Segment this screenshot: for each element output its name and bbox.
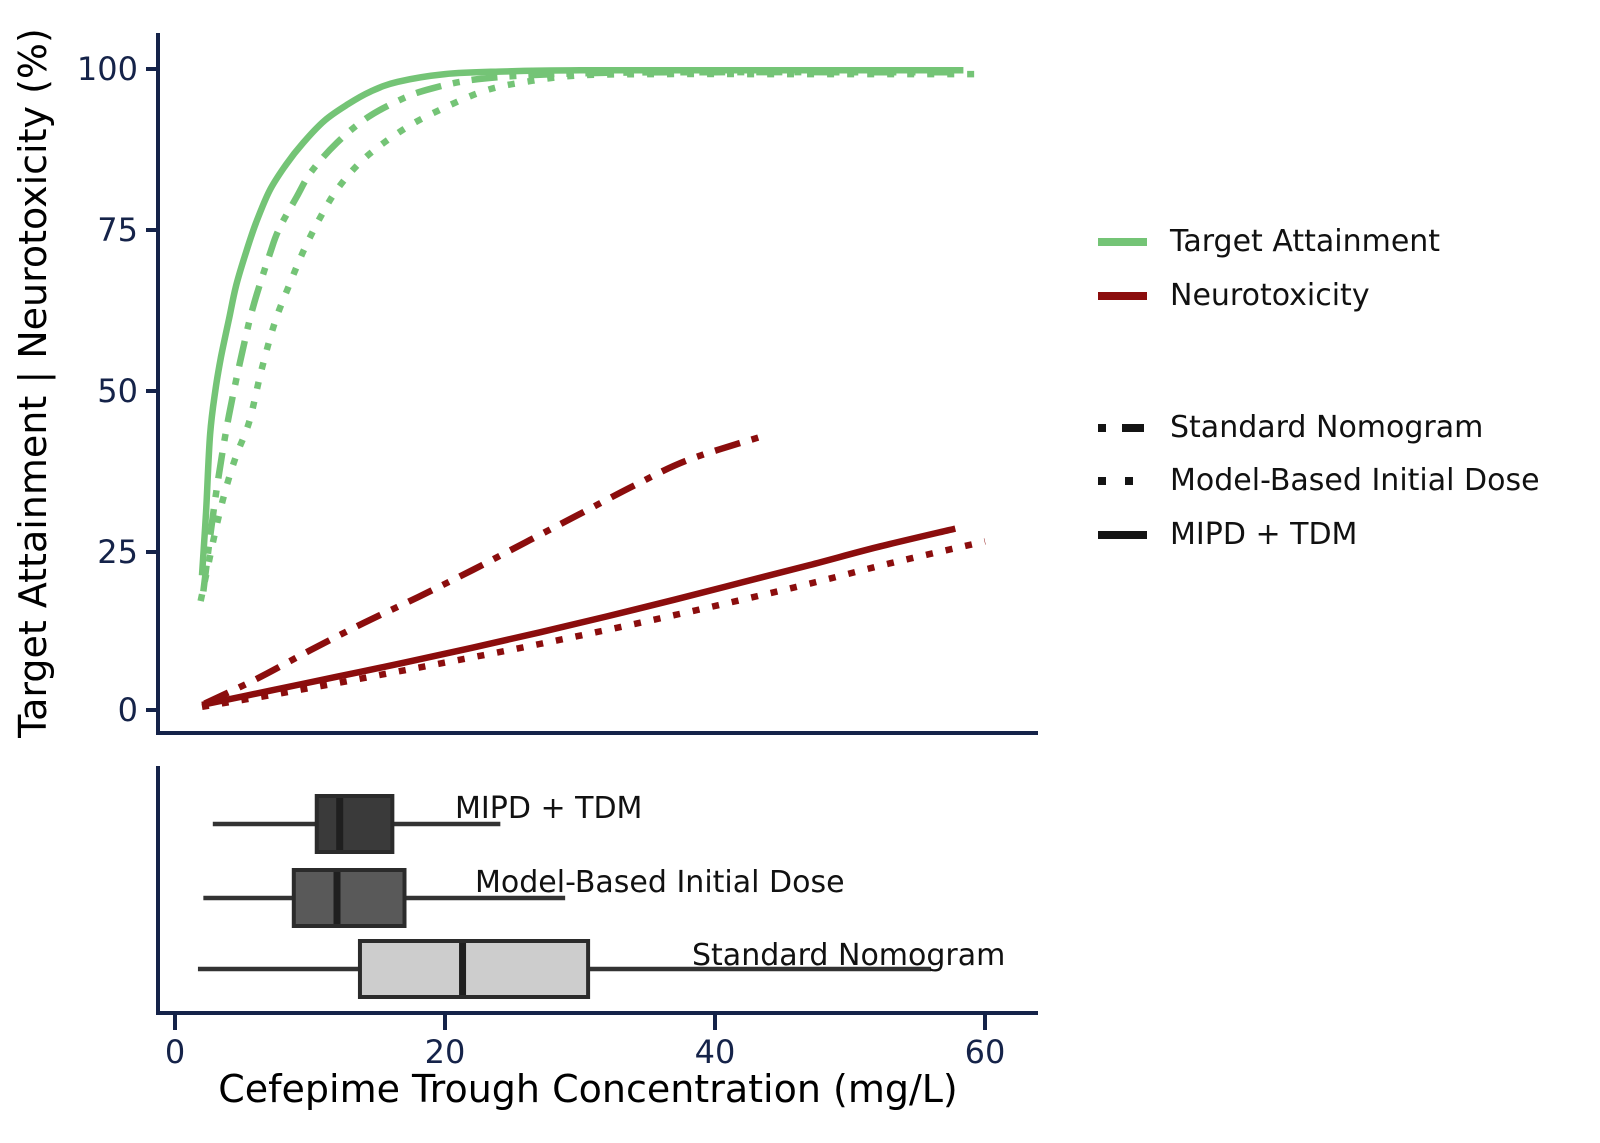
legend-label: Standard Nomogram xyxy=(1170,410,1484,445)
curve-neurotoxicity-standard-nomogram xyxy=(203,433,764,707)
legend-item-neurotoxicity: Neurotoxicity xyxy=(1089,276,1370,316)
iqr-box xyxy=(291,868,407,928)
bottom-panel: 0 20 40 60 MIPD + TDM Model-Based Initia… xyxy=(156,766,1038,1071)
curve-neurotoxicity-mipd-tdm xyxy=(201,525,957,709)
iqr-box xyxy=(357,939,591,999)
dotted-line-icon xyxy=(1098,477,1147,485)
legend-item-model-based-initial-dose: Model-Based Initial Dose xyxy=(1089,461,1540,501)
iqr-box xyxy=(314,794,395,854)
top-panel: 100 75 50 25 0 xyxy=(77,33,1038,735)
x-tick-label-0: 0 xyxy=(165,1033,185,1071)
boxplot-model-based-initial-dose xyxy=(203,868,566,928)
legend-label: Target Attainment xyxy=(1170,224,1441,259)
y-axis-title: Target Attainment | Neurotoxicity (%) xyxy=(11,28,56,739)
y-tick-label-50: 50 xyxy=(97,372,138,410)
box-annotation-standard: Standard Nomogram xyxy=(692,938,1005,973)
boxplot-standard-nomogram xyxy=(197,939,931,999)
solid-line-icon xyxy=(1098,531,1147,539)
target-attainment-line-icon xyxy=(1098,238,1147,246)
dashdot-line-icon xyxy=(1098,424,1147,432)
legend-item-mipd-tdm: MIPD + TDM xyxy=(1089,515,1357,555)
curves-group xyxy=(197,66,986,711)
legend-item-target-attainment: Target Attainment xyxy=(1089,222,1440,262)
y-tick-label-75: 75 xyxy=(97,211,138,249)
boxplots-group xyxy=(197,794,931,999)
curve-target-attainment-model-based-initial-dose xyxy=(197,70,985,602)
legend-label: Neurotoxicity xyxy=(1170,278,1370,313)
x-tick-label-40: 40 xyxy=(695,1033,736,1071)
box-annotation-mipd-tdm: MIPD + TDM xyxy=(455,791,642,826)
boxplot-mipd-tdm xyxy=(212,794,501,854)
neurotoxicity-line-icon xyxy=(1098,292,1147,300)
legend-label: Model-Based Initial Dose xyxy=(1170,463,1540,498)
curve-target-attainment-mipd-tdm xyxy=(198,66,964,576)
box-annotation-model-based: Model-Based Initial Dose xyxy=(475,865,845,900)
x-tick-label-60: 60 xyxy=(965,1033,1006,1071)
legend-label: MIPD + TDM xyxy=(1170,517,1358,552)
legend-item-standard-nomogram: Standard Nomogram xyxy=(1089,408,1483,448)
y-tick-label-0: 0 xyxy=(118,691,138,729)
x-tick-label-20: 20 xyxy=(425,1033,466,1071)
curve-neurotoxicity-model-based-initial-dose xyxy=(201,538,986,711)
x-axis-title: Cefepime Trough Concentration (mg/L) xyxy=(218,1067,958,1111)
y-tick-label-25: 25 xyxy=(97,533,138,571)
y-tick-label-100: 100 xyxy=(77,50,138,88)
